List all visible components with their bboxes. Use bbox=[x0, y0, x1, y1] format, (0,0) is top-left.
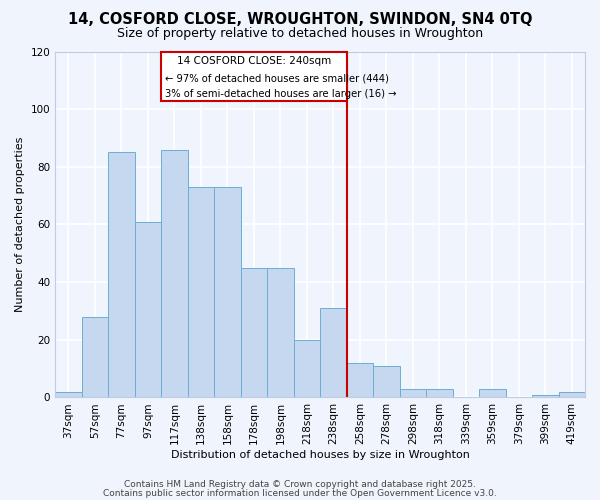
Bar bbox=[426, 389, 452, 398]
Bar bbox=[214, 187, 241, 398]
Text: 14, COSFORD CLOSE, WROUGHTON, SWINDON, SN4 0TQ: 14, COSFORD CLOSE, WROUGHTON, SWINDON, S… bbox=[68, 12, 532, 28]
Bar bbox=[479, 389, 506, 398]
Text: Contains public sector information licensed under the Open Government Licence v3: Contains public sector information licen… bbox=[103, 488, 497, 498]
Bar bbox=[373, 366, 400, 398]
Bar bbox=[188, 187, 214, 398]
Text: ← 97% of detached houses are smaller (444): ← 97% of detached houses are smaller (44… bbox=[165, 74, 389, 84]
Text: Size of property relative to detached houses in Wroughton: Size of property relative to detached ho… bbox=[117, 28, 483, 40]
Bar bbox=[532, 394, 559, 398]
Bar bbox=[241, 268, 267, 398]
Bar bbox=[82, 316, 108, 398]
Bar bbox=[55, 392, 82, 398]
Bar bbox=[320, 308, 347, 398]
Bar bbox=[161, 150, 188, 398]
Text: 14 COSFORD CLOSE: 240sqm: 14 COSFORD CLOSE: 240sqm bbox=[177, 56, 331, 66]
Bar bbox=[559, 392, 585, 398]
Bar bbox=[293, 340, 320, 398]
Bar bbox=[400, 389, 426, 398]
Y-axis label: Number of detached properties: Number of detached properties bbox=[15, 137, 25, 312]
FancyBboxPatch shape bbox=[161, 52, 347, 100]
Text: 3% of semi-detached houses are larger (16) →: 3% of semi-detached houses are larger (1… bbox=[165, 90, 397, 100]
Bar bbox=[134, 222, 161, 398]
Text: Contains HM Land Registry data © Crown copyright and database right 2025.: Contains HM Land Registry data © Crown c… bbox=[124, 480, 476, 489]
Bar bbox=[347, 363, 373, 398]
Bar bbox=[267, 268, 293, 398]
Bar bbox=[108, 152, 134, 398]
X-axis label: Distribution of detached houses by size in Wroughton: Distribution of detached houses by size … bbox=[170, 450, 470, 460]
